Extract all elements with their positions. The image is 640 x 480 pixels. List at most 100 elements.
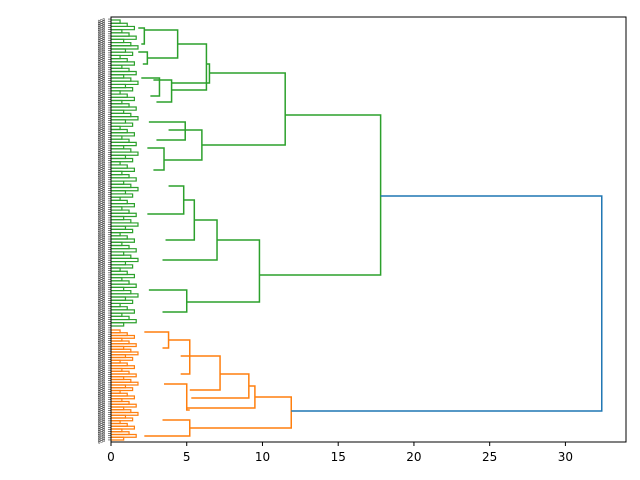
leaf-label: 000 [97,344,106,351]
leaf-label: 000 [97,198,106,205]
leaf-label: 000 [97,72,106,79]
leaf-label: 000 [97,283,106,290]
leaf-label: 000 [97,332,106,339]
leaf-label: 000 [97,346,106,353]
leaf-label: 000 [97,302,106,309]
leaf-label: 000 [97,298,106,305]
leaf-label: 000 [97,323,106,330]
leaf-label: 000 [97,220,106,227]
cluster-link [164,383,190,411]
leaf-link [111,228,134,234]
leaf-label: 000 [97,416,106,423]
leaf-label: 000 [97,17,106,24]
leaf-label: 000 [97,133,106,140]
leaf-label: 000 [97,67,106,74]
cluster-link [171,43,208,91]
leaf-label: 000 [97,175,106,182]
cluster-link [164,129,203,161]
leaf-label: 000 [97,158,106,165]
leaf-label: 000 [97,99,106,106]
leaf-label: 000 [97,226,106,233]
leaf-label: 000 [97,247,106,254]
leaf-label: 000 [97,315,106,322]
leaf-label: 000 [97,279,106,286]
leaf-label: 000 [97,338,106,345]
leaf-label: 000 [97,414,106,421]
leaf-label: 000 [97,188,106,195]
leaf-label: 000 [97,399,106,406]
leaf-label: 000 [97,44,106,51]
leaf-label: 000 [97,27,106,34]
leaf-label: 000 [97,114,106,121]
leaf-label: 000 [97,433,106,440]
leaf-link [111,417,134,422]
leaf-labels: 0000000000000000000000000000000000000000… [97,17,106,445]
leaf-label: 000 [97,378,106,385]
leaf-link [111,425,136,430]
leaf-label: 000 [97,412,106,419]
cluster-link [191,373,250,399]
leaf-label: 000 [97,38,106,45]
leaf-label: 000 [97,342,106,349]
leaf-label: 000 [97,376,106,383]
leaf-link [111,61,136,66]
leaf-link [111,365,136,370]
leaf-label: 000 [97,88,106,95]
leaf-label: 000 [97,143,106,150]
leaf-label: 000 [97,431,106,438]
leaf-link [111,51,134,57]
dendrogram-lines [111,19,603,441]
leaf-label: 000 [97,308,106,315]
leaf-label: 000 [97,150,106,157]
leaf-label: 000 [97,46,106,53]
leaf-label: 000 [97,260,106,267]
leaf-link [111,193,134,198]
leaf-label: 000 [97,205,106,212]
leaf-label: 000 [97,421,106,428]
leaf-label: 000 [97,105,106,112]
leaf-label: 000 [97,59,106,66]
leaf-label: 000 [97,357,106,364]
leaf-label: 000 [97,124,106,131]
leaf-label: 000 [97,245,106,252]
leaf-label: 000 [97,213,106,220]
leaf-link [111,387,134,392]
leaf-label: 000 [97,139,106,146]
leaf-label: 000 [97,173,106,180]
leaf-label: 000 [97,93,106,100]
leaf-label: 000 [97,234,106,241]
leaf-label: 000 [97,103,106,110]
leaf-label: 000 [97,63,106,70]
cluster-link [165,199,196,241]
leaf-link [111,264,134,269]
leaf-label: 000 [97,406,106,413]
leaf-label: 000 [97,359,106,366]
leaf-label: 000 [97,230,106,237]
leaf-label: 000 [97,148,106,155]
cluster-link [141,77,161,97]
leaf-label: 000 [97,408,106,415]
leaf-label: 000 [97,135,106,142]
leaf-label: 000 [97,50,106,57]
leaf-label: 000 [97,277,106,284]
leaf-label: 000 [97,313,106,320]
leaf-label: 000 [97,340,106,347]
leaf-label: 000 [97,327,106,334]
cluster-link [201,72,286,146]
leaf-label: 000 [97,325,106,332]
leaf-label: 000 [97,437,106,444]
leaf-label: 000 [97,380,106,387]
cluster-link [168,339,191,375]
leaf-label: 000 [97,61,106,68]
leaf-label: 000 [97,387,106,394]
cluster-link [189,396,292,429]
leaf-link [111,356,134,361]
leaf-label: 000 [97,217,106,224]
leaf-label: 000 [97,29,106,36]
leaf-label: 000 [97,165,106,172]
leaf-label: 000 [97,349,106,356]
leaf-label: 000 [97,55,106,62]
leaf-label: 000 [97,184,106,191]
leaf-label: 000 [97,21,106,28]
